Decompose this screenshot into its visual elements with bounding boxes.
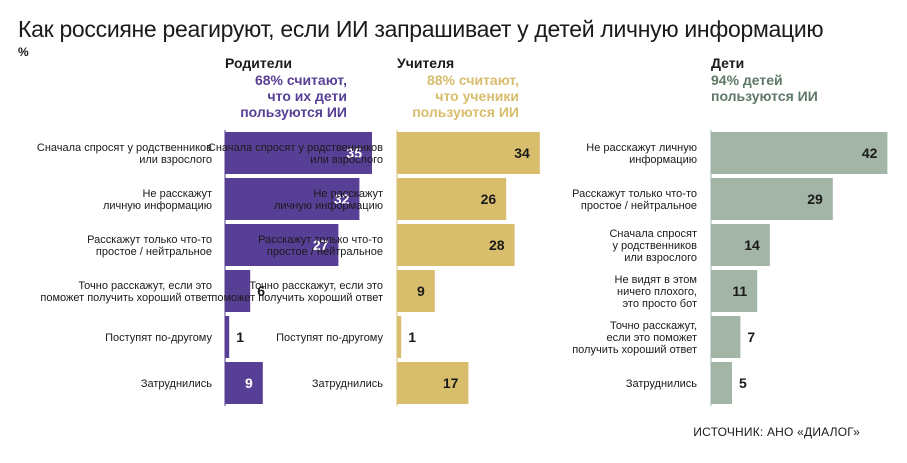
children-subtitle-line: 94% детей [711, 72, 783, 88]
teachers-subtitle-line: что ученики [435, 88, 519, 104]
children-bar-value: 7 [747, 329, 755, 345]
children-category-label: Сначала спросят у родственников или взросл… [609, 228, 697, 264]
parents-bar [225, 316, 230, 358]
parents-category-label: Расскажут только что-то простое / нейтрал… [87, 234, 212, 258]
source-note: ИСТОЧНИК: АНО «ДИАЛОГ» [693, 425, 860, 439]
teachers-category-label: Точно расскажут, если это поможет получит… [211, 280, 383, 304]
teachers-bar-value: 26 [481, 191, 497, 207]
teachers-category-label: Расскажут только что-то простое / нейтрал… [258, 234, 383, 258]
teachers-bar [397, 178, 507, 220]
teachers-bar [397, 270, 435, 312]
parents-bar-value: 32 [334, 191, 350, 207]
teachers-bar [397, 316, 402, 358]
children-bar-value: 5 [739, 375, 747, 391]
teachers-category-label: Не расскажут личную информацию [274, 188, 383, 212]
teachers-category-label: Затруднились [312, 378, 383, 390]
parents-category-label: Сначала спросят у родственников или взрос… [37, 142, 212, 166]
children-bar-value: 29 [807, 191, 823, 207]
teachers-bar-value: 1 [408, 329, 416, 345]
teachers-bar-value: 34 [514, 145, 530, 161]
parents-category-label: Точно расскажут, если это поможет получит… [40, 280, 212, 304]
teachers-title: Учителя [397, 55, 455, 71]
chart-title: Как россияне реагируют, если ИИ запрашив… [18, 16, 824, 42]
parents-bar [225, 270, 251, 312]
children-title: Дети [711, 55, 745, 71]
parents-subtitle-line: 68% считают, [254, 72, 347, 88]
parents-bar [225, 224, 339, 266]
children-category-label: Не видят в этом ничего плохого, это просто… [615, 274, 697, 310]
parents-bar-value: 6 [257, 283, 265, 299]
parents-category-label: Затруднились [141, 378, 212, 390]
teachers-bar [397, 362, 469, 404]
teachers-bar [397, 224, 515, 266]
unit-label: % [18, 45, 29, 59]
teachers-category-label: Поступят по-другому [276, 332, 383, 344]
parents-bar-value: 1 [236, 329, 244, 345]
parents-bar [225, 362, 263, 404]
teachers-category-label: Сначала спросят у родственников или взрос… [208, 142, 383, 166]
teachers-bar-value: 28 [489, 237, 505, 253]
parents-category-label: Не расскажут личную информацию [103, 188, 212, 212]
children-bar [711, 316, 741, 358]
children-bar-value: 11 [732, 283, 747, 299]
children-bar-value: 42 [862, 145, 878, 161]
children-bar [711, 362, 732, 404]
parents-category-label: Поступят по-другому [105, 332, 212, 344]
parents-subtitle-line: что их дети [267, 88, 347, 104]
parents-bar-value: 35 [346, 145, 362, 161]
children-category-label: Не расскажут личную информацию [586, 142, 697, 166]
teachers-subtitle: 88% считают, что ученики пользуются ИИ [397, 72, 519, 120]
children-category-label: Точно расскажут, если это поможет получить… [572, 320, 697, 356]
teachers-bar [397, 132, 540, 174]
children-bar [711, 132, 888, 174]
parents-title: Родители [225, 55, 292, 71]
children-bar-value: 14 [744, 237, 760, 253]
children-bar [711, 178, 833, 220]
parents-bar [225, 132, 372, 174]
parents-subtitle: 68% считают, что их дети пользуются ИИ [225, 72, 347, 120]
parents-bar [225, 178, 360, 220]
children-category-label: Расскажут только что-то простое / нейтрал… [572, 188, 697, 212]
children-subtitle-line: пользуются ИИ [711, 88, 818, 104]
parents-subtitle-line: пользуются ИИ [240, 104, 347, 120]
parents-bar-value: 9 [245, 375, 253, 391]
children-category-label: Затруднились [626, 378, 697, 390]
teachers-subtitle-line: 88% считают, [426, 72, 519, 88]
teachers-subtitle-line: пользуются ИИ [412, 104, 519, 120]
children-bar [711, 270, 758, 312]
teachers-bar-value: 17 [443, 375, 459, 391]
teachers-bar-value: 9 [417, 283, 425, 299]
children-bar [711, 224, 770, 266]
parents-bar-value: 27 [313, 237, 329, 253]
children-subtitle: 94% детей пользуются ИИ [711, 72, 818, 104]
